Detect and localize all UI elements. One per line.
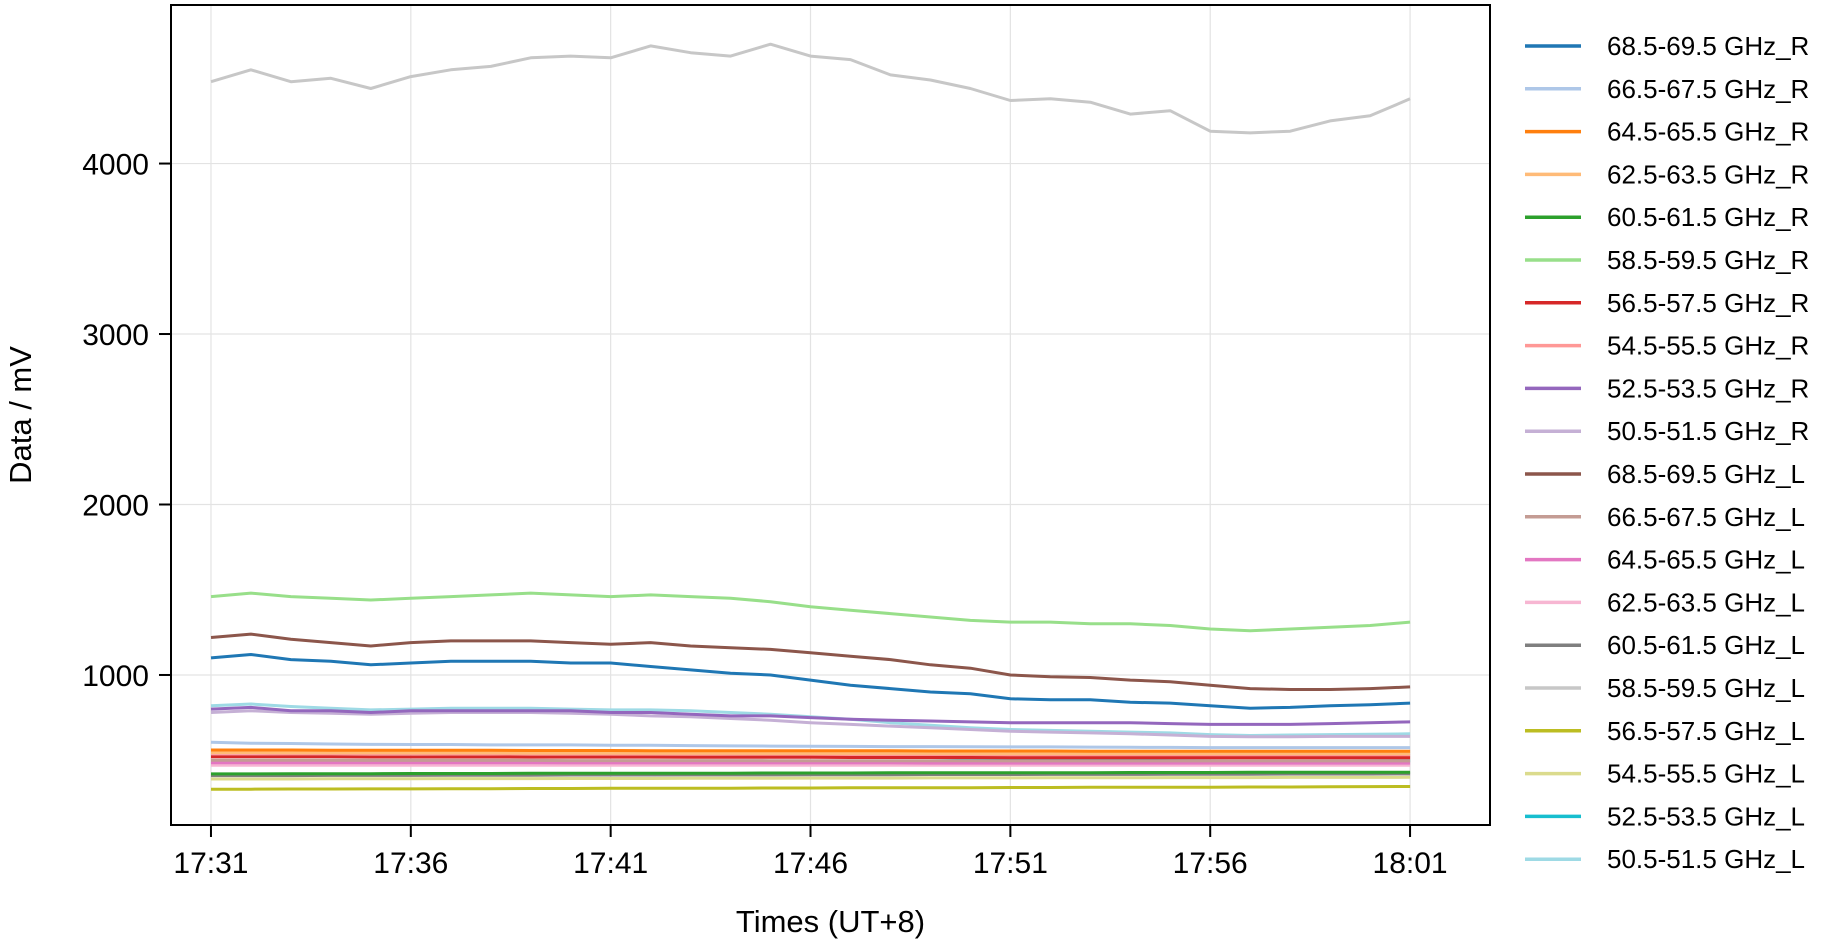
legend-entry-label: 68.5-69.5 GHz_L [1607, 459, 1805, 489]
legend-entry-label: 60.5-61.5 GHz_R [1607, 202, 1809, 232]
series-line [211, 772, 1411, 778]
legend: 68.5-69.5 GHz_R 66.5-67.5 GHz_R 64.5-65.5 … [1525, 31, 1809, 874]
series-line [210, 591, 1411, 633]
legend-entry-label: 56.5-57.5 GHz_R [1607, 288, 1809, 318]
series-lines [210, 42, 1411, 791]
legend-entry-label: 60.5-61.5 GHz_L [1607, 630, 1805, 660]
y-axis-ticks: 1000 2000 3000 4000 [82, 149, 171, 693]
series-line [210, 632, 1411, 691]
series-line [211, 748, 1411, 753]
y-tick-label: 1000 [82, 660, 149, 693]
legend-entry-label: 66.5-67.5 GHz_R [1607, 74, 1809, 104]
series-line [210, 740, 1411, 750]
y-tick-label: 2000 [82, 490, 149, 523]
series-line [211, 770, 1411, 776]
x-tick-label: 17:56 [1173, 847, 1248, 880]
legend-entry-label: 50.5-51.5 GHz_R [1607, 416, 1809, 446]
legend-entry-label: 50.5-51.5 GHz_L [1607, 844, 1805, 874]
legend-entry-label: 64.5-65.5 GHz_L [1607, 545, 1805, 575]
series-line [210, 42, 1411, 135]
x-tick-label: 18:01 [1373, 847, 1448, 880]
series-line [211, 785, 1411, 791]
x-tick-label: 17:41 [573, 847, 648, 880]
x-axis-ticks: 17:31 17:36 17:41 17:46 17:51 17:56 18:01 [173, 825, 1448, 880]
legend-entry-label: 62.5-63.5 GHz_R [1607, 159, 1809, 189]
y-tick-label: 3000 [82, 319, 149, 352]
legend-entry-label: 52.5-53.5 GHz_L [1607, 801, 1805, 831]
series-line [211, 775, 1411, 781]
series-line [210, 705, 1411, 726]
legend-entry-label: 58.5-59.5 GHz_L [1607, 673, 1805, 703]
legend-entry-label: 54.5-55.5 GHz_R [1607, 331, 1809, 361]
series-line [211, 755, 1411, 760]
y-tick-label: 4000 [82, 149, 149, 182]
x-tick-label: 17:46 [773, 847, 848, 880]
legend-entry-label: 64.5-65.5 GHz_R [1607, 117, 1809, 147]
legend-entry-label: 68.5-69.5 GHz_R [1607, 31, 1809, 61]
y-axis-label: Data / mV [3, 346, 38, 484]
series-line [211, 758, 1411, 763]
legend-entry-label: 66.5-67.5 GHz_L [1607, 502, 1805, 532]
grid [171, 5, 1490, 825]
x-tick-label: 17:36 [373, 847, 448, 880]
x-tick-label: 17:51 [973, 847, 1048, 880]
legend-entry-label: 54.5-55.5 GHz_L [1607, 759, 1805, 789]
legend-entry-label: 62.5-63.5 GHz_L [1607, 587, 1805, 617]
legend-entry-label: 58.5-59.5 GHz_R [1607, 245, 1809, 275]
plot-area-frame [170, 4, 1491, 826]
series-line [210, 653, 1411, 710]
series-line [210, 709, 1411, 739]
x-axis-label: Times (UT+8) [736, 904, 925, 939]
legend-entry-label: 56.5-57.5 GHz_L [1607, 716, 1805, 746]
x-tick-label: 17:31 [173, 847, 248, 880]
series-line [211, 751, 1411, 756]
legend-entry-label: 52.5-53.5 GHz_R [1607, 373, 1809, 403]
